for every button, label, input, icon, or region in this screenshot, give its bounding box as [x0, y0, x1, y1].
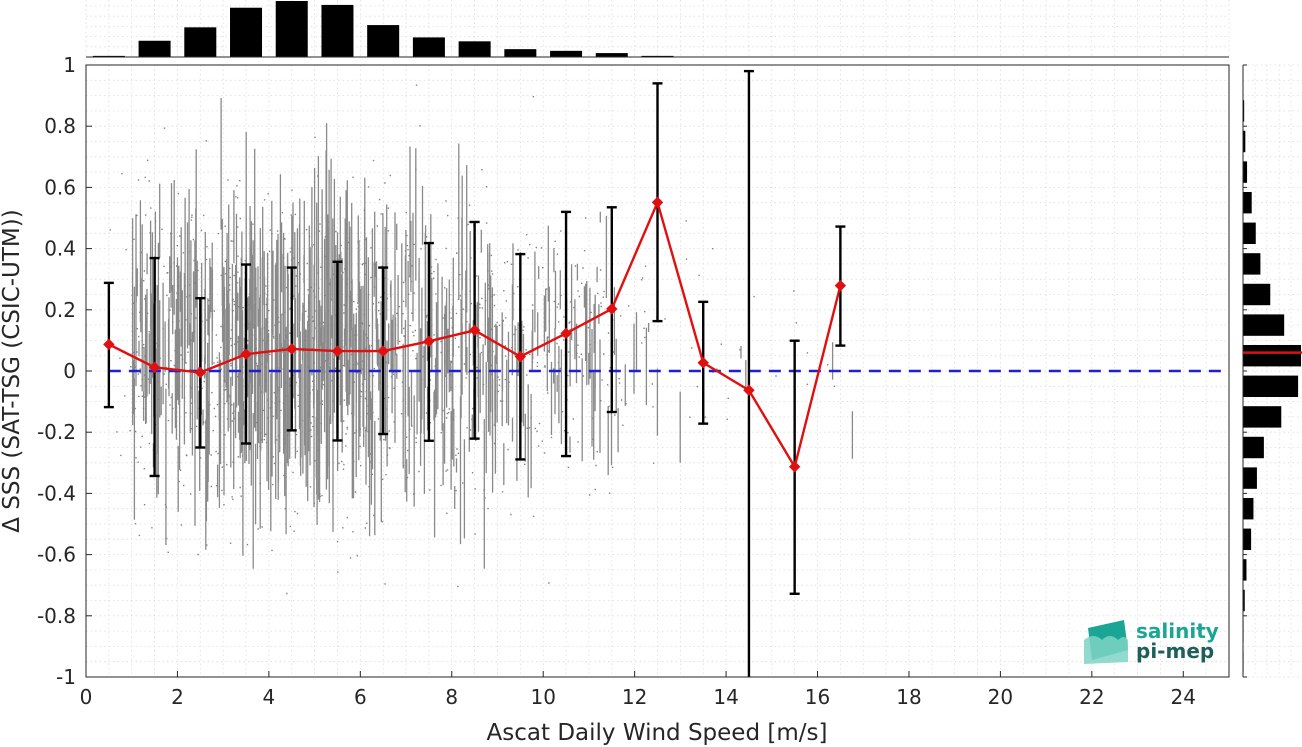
main-plot: 0 2 4 6 8 10 12 14 16 18 20 22 24 -1-0.8-0.6-0.4-0.2… — [0, 53, 1230, 746]
right-histogram-bar — [1243, 161, 1248, 183]
top-histogram — [85, 0, 1230, 58]
x-tick-label: 6 — [354, 685, 367, 709]
bin-mean-marker — [697, 357, 709, 369]
y-tick-label: -0.4 — [37, 481, 76, 505]
error-bar — [743, 69, 754, 677]
y-tick-label: 0.8 — [44, 114, 76, 138]
bin-mean-marker — [651, 196, 664, 209]
top-histogram-bar — [412, 37, 445, 57]
y-tick-label: 0.2 — [44, 298, 76, 322]
top-histogram-bar — [458, 41, 491, 57]
bin-mean-marker — [743, 384, 755, 396]
bin-mean-marker — [240, 348, 252, 360]
top-histogram-bar — [367, 25, 400, 57]
salinity-pi-mep-logo: salinity pi-mep — [1084, 619, 1219, 664]
x-tick-label: 18 — [896, 685, 921, 709]
y-tick-label: -0.2 — [37, 420, 76, 444]
x-axis-ticks: 0 2 4 6 8 10 12 14 16 18 20 22 24 — [80, 671, 1196, 709]
top-histogram-bars — [92, 1, 674, 58]
top-histogram-bar — [595, 53, 628, 57]
bin-mean-marker — [331, 345, 344, 357]
right-histogram-bar — [1243, 497, 1254, 520]
x-tick-label: 2 — [171, 685, 184, 709]
right-histogram-bar — [1243, 100, 1245, 122]
x-axis-label: Ascat Daily Wind Speed [m/s] — [487, 720, 828, 746]
top-histogram-bar — [321, 4, 354, 58]
y-tick-label: 1 — [63, 53, 76, 77]
x-tick-label: 4 — [263, 685, 276, 709]
bin-mean-marker — [148, 361, 161, 374]
bin-mean-marker — [788, 461, 801, 473]
x-tick-label: 14 — [713, 685, 738, 709]
bin-mean-marker — [423, 335, 435, 348]
right-histogram-bar — [1243, 559, 1247, 581]
bin-mean-marker — [194, 366, 207, 379]
logo-text-salinity: salinity — [1136, 619, 1219, 643]
right-histogram-grid — [1243, 64, 1302, 678]
right-histogram — [1242, 64, 1302, 678]
y-tick-label: -1 — [56, 665, 76, 689]
bin-mean-marker — [286, 343, 298, 355]
right-histogram-bar — [1243, 314, 1285, 336]
top-histogram-bar — [230, 7, 263, 57]
x-tick-label: 8 — [445, 685, 458, 709]
x-tick-label: 12 — [622, 685, 647, 709]
x-tick-label: 24 — [1171, 685, 1196, 709]
y-tick-label: -0.8 — [37, 604, 76, 628]
bin-mean-marker — [103, 338, 115, 351]
y-tick-label: 0 — [63, 359, 76, 383]
right-histogram-bar — [1243, 253, 1261, 275]
x-tick-label: 20 — [988, 685, 1013, 709]
right-histogram-bars — [1243, 100, 1301, 673]
x-tick-label: 16 — [805, 685, 830, 709]
logo-text-pi-mep: pi-mep — [1136, 639, 1214, 663]
right-histogram-bar — [1243, 436, 1264, 459]
right-histogram-bar — [1243, 589, 1245, 612]
x-tick-label: 22 — [1079, 685, 1104, 709]
bin-mean-markers — [103, 196, 847, 473]
right-histogram-bar — [1243, 406, 1282, 428]
top-histogram-bar — [92, 55, 125, 57]
bin-mean-marker — [560, 327, 572, 340]
y-axis-label: Δ SSS (SAT-TSG (CSIC-UTM)) — [0, 209, 25, 532]
right-histogram-bar — [1243, 191, 1252, 214]
y-tick-label: 0.6 — [44, 175, 76, 199]
y-tick-label: 0.4 — [44, 237, 76, 261]
logo-mark-icon — [1084, 620, 1128, 664]
bin-mean-marker — [514, 350, 527, 363]
right-histogram-bar — [1243, 130, 1246, 153]
right-histogram-bar — [1243, 222, 1256, 245]
right-histogram-bar — [1243, 467, 1257, 489]
x-tick-label: 10 — [530, 685, 555, 709]
scatter-streaks — [131, 97, 854, 569]
top-histogram-bar — [275, 1, 308, 57]
y-tick-label: -0.6 — [37, 543, 76, 567]
right-histogram-bar — [1243, 528, 1252, 551]
bin-mean-marker — [834, 279, 847, 292]
right-histogram-bar — [1243, 375, 1299, 398]
top-histogram-bar — [550, 50, 583, 57]
top-histogram-bar — [641, 55, 674, 57]
top-histogram-bar — [184, 27, 217, 57]
bin-mean-marker — [377, 345, 389, 357]
x-tick-label: 0 — [80, 685, 93, 709]
bin-mean-marker — [468, 324, 481, 337]
right-histogram-ticks — [1243, 64, 1247, 678]
right-histogram-bar — [1243, 283, 1271, 306]
y-axis-ticks: -1 -0.8 -0.6 -0.4 -0.2 0 0.2 0.4 0.6 0.8 1 — [37, 53, 92, 689]
right-histogram-bar — [1243, 344, 1301, 367]
bin-mean-marker — [606, 303, 618, 315]
top-histogram-bar — [138, 40, 171, 57]
top-histogram-bar — [504, 49, 537, 57]
